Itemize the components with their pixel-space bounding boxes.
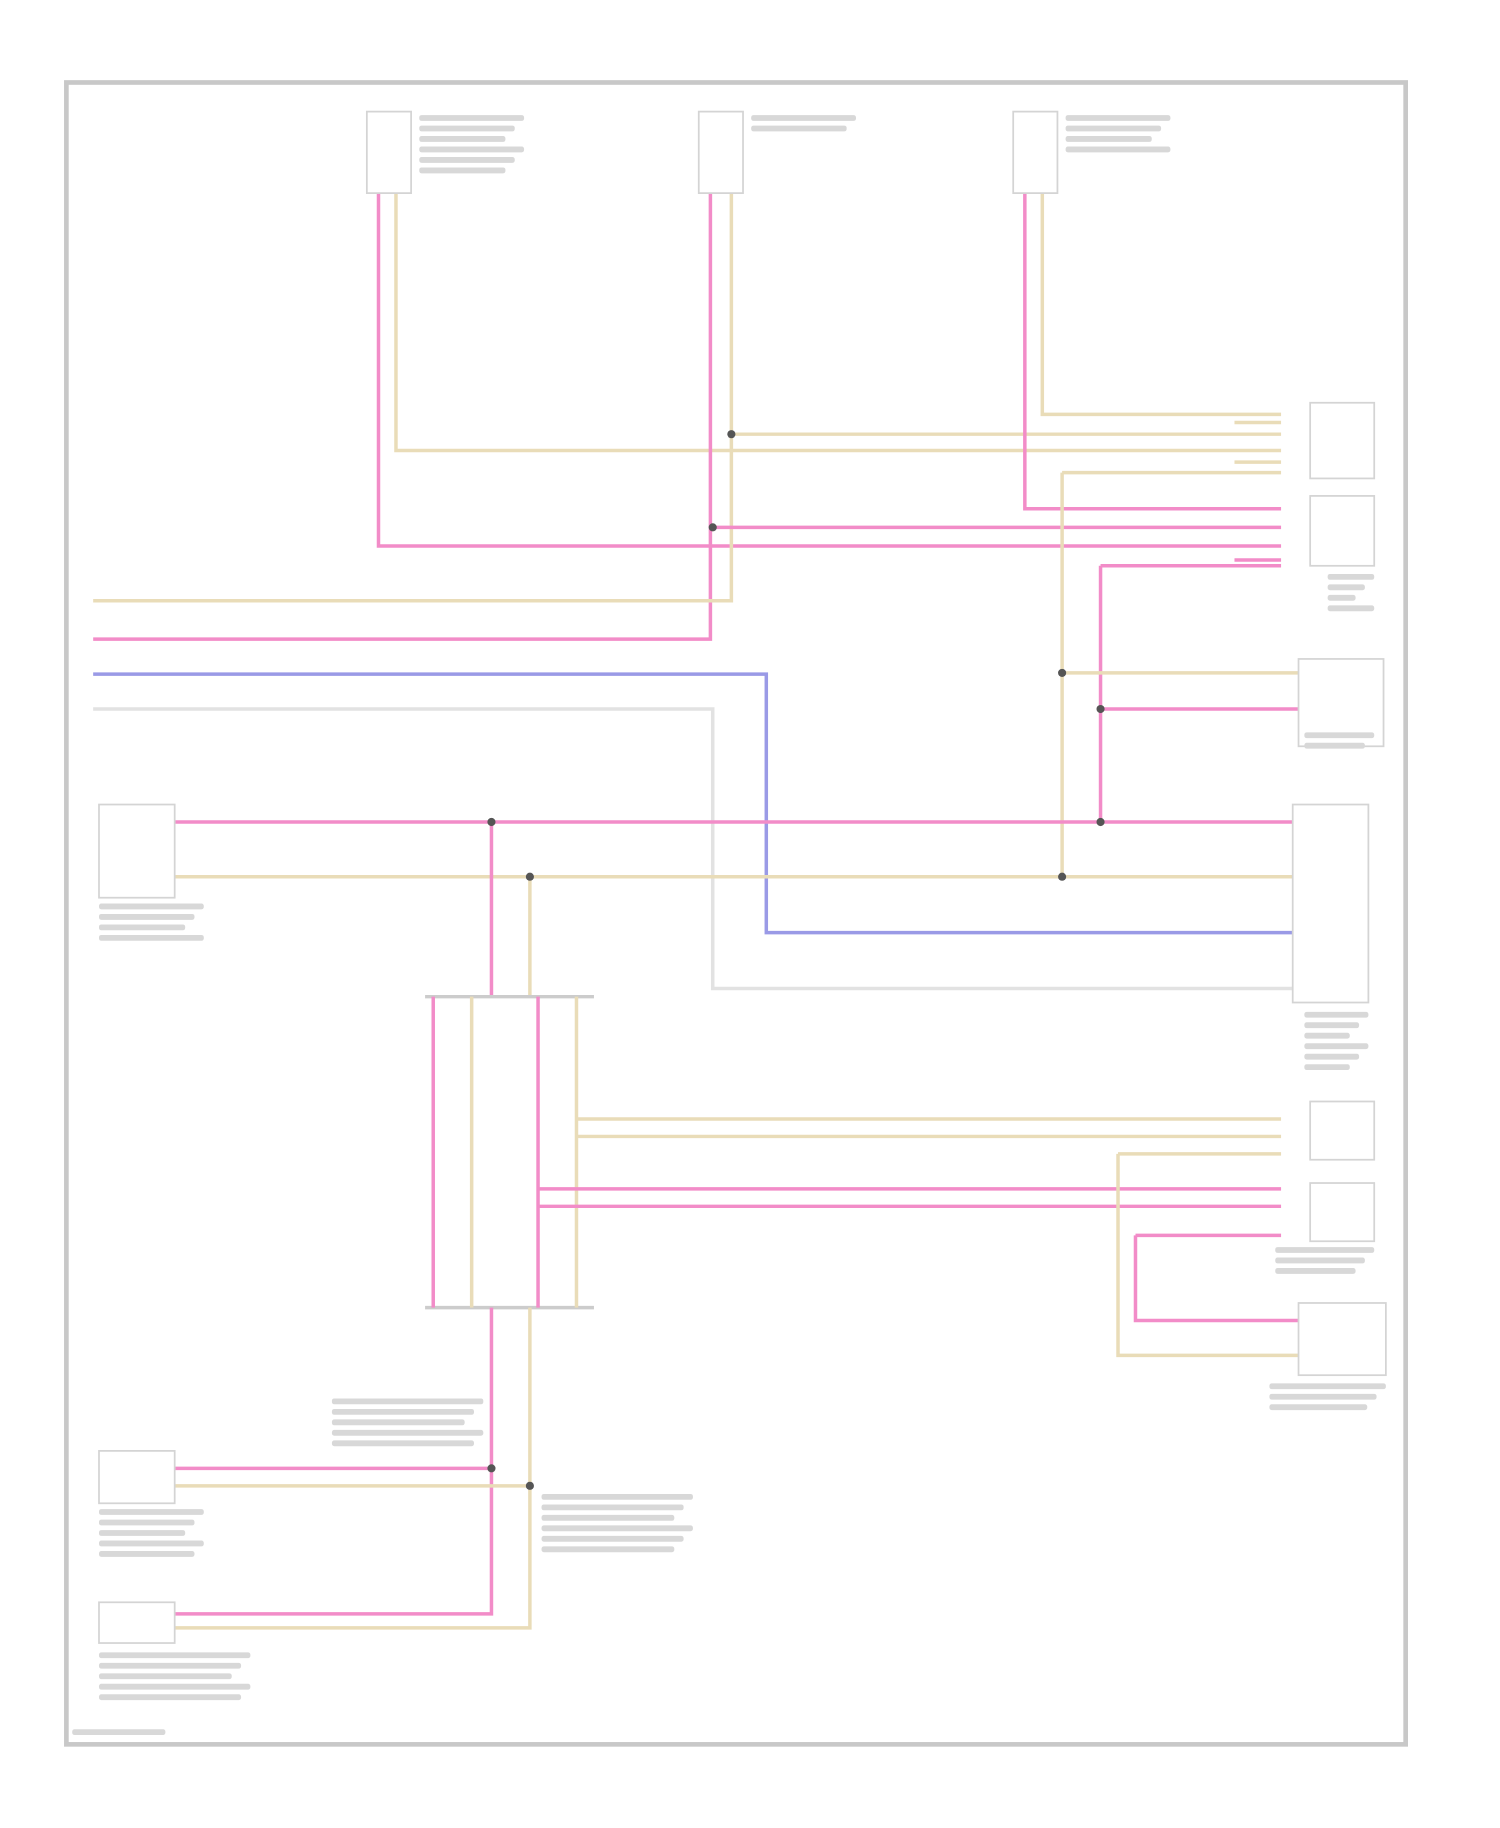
component-label — [541, 1504, 684, 1511]
component-label — [419, 157, 515, 163]
wire-pink — [174, 1307, 494, 1616]
splice-dot — [1058, 668, 1067, 678]
splice-dot — [727, 430, 736, 439]
component-label — [1327, 573, 1375, 580]
component-label — [98, 1662, 242, 1669]
component-label — [1327, 584, 1365, 591]
component-label — [98, 1551, 195, 1557]
component-label — [98, 1509, 204, 1515]
component-label — [331, 1440, 474, 1447]
component-label — [541, 1525, 693, 1532]
splice-dot — [1096, 817, 1105, 827]
diagram-frame — [64, 80, 1408, 1747]
splice-dot — [708, 523, 717, 532]
component-label — [751, 115, 856, 121]
component-label — [1304, 1032, 1350, 1039]
component-label — [331, 1408, 474, 1415]
component-label — [98, 1652, 251, 1659]
wire-tan — [1116, 1153, 1299, 1358]
component-label — [98, 924, 186, 931]
component-label — [98, 1530, 186, 1536]
right-connector-c — [1309, 1100, 1376, 1161]
component-label — [98, 1683, 251, 1690]
component-label — [1065, 136, 1152, 142]
wire-tan — [1040, 193, 1282, 417]
component-label — [331, 1398, 484, 1405]
splice-dot — [487, 817, 496, 827]
component-label — [419, 146, 525, 153]
component-label — [1269, 1383, 1386, 1390]
component-label — [331, 1419, 465, 1426]
wires — [93, 193, 1299, 1630]
component-label — [1304, 1064, 1350, 1071]
component-label — [1304, 1053, 1360, 1060]
component-label — [1275, 1247, 1375, 1253]
right-connector-a — [1309, 401, 1376, 480]
component-label — [1065, 146, 1171, 153]
component-label — [1304, 1022, 1360, 1029]
right-connector-d — [1309, 1182, 1376, 1243]
component-label — [98, 1519, 195, 1526]
component-label — [1065, 125, 1162, 132]
wire-pink — [1023, 193, 1282, 511]
top-connector-3 — [1012, 110, 1059, 194]
right-module-3 — [1297, 1302, 1387, 1377]
top-connector-1 — [365, 110, 412, 194]
wire-tan — [93, 193, 734, 603]
splices — [487, 430, 1105, 1490]
component-label — [1327, 594, 1356, 601]
component-label — [1065, 115, 1171, 121]
component-label — [98, 1694, 242, 1701]
component-label — [98, 914, 195, 920]
splice-dot — [1058, 872, 1067, 881]
component-label — [98, 934, 204, 941]
wire-gray — [93, 707, 1293, 991]
wire-pink — [93, 193, 713, 641]
wire-tan — [394, 193, 1282, 453]
component-label — [541, 1546, 675, 1553]
component-label — [1304, 732, 1375, 739]
component-label — [419, 167, 506, 174]
component-label — [1269, 1404, 1368, 1411]
right-connector-b — [1309, 495, 1376, 567]
left-module-2 — [98, 1450, 176, 1505]
component-label — [419, 125, 515, 132]
component-label — [1304, 1011, 1369, 1018]
wire-pink — [1133, 1235, 1299, 1323]
wire-blue — [93, 672, 1293, 935]
top-connector-2 — [697, 110, 744, 194]
left-module-3 — [98, 1601, 176, 1644]
component-label — [541, 1514, 675, 1521]
component-label — [1327, 605, 1375, 612]
component-label — [419, 136, 506, 142]
component-label — [541, 1493, 693, 1500]
component-label — [1304, 1043, 1369, 1050]
right-module-1 — [1297, 658, 1385, 748]
components — [72, 110, 1387, 1736]
component-label — [751, 125, 847, 132]
component-label — [1275, 1268, 1356, 1274]
left-module-1 — [98, 803, 176, 899]
wire-tan — [174, 1307, 532, 1630]
component-label — [1275, 1257, 1365, 1264]
wire-pink — [376, 193, 1282, 548]
component-label — [1304, 742, 1365, 749]
component-label — [331, 1429, 484, 1436]
splice-dot — [525, 1481, 534, 1490]
component-label — [541, 1535, 684, 1542]
component-label — [98, 1540, 204, 1547]
diagram-code-label — [72, 1729, 166, 1736]
component-label — [419, 115, 525, 121]
splice-dot — [487, 1464, 496, 1473]
splice-dot — [525, 872, 534, 881]
splice-dot — [1096, 704, 1105, 714]
component-label — [1269, 1393, 1377, 1400]
component-label — [98, 1673, 232, 1680]
component-label — [98, 903, 204, 910]
right-module-2 — [1291, 803, 1370, 1004]
